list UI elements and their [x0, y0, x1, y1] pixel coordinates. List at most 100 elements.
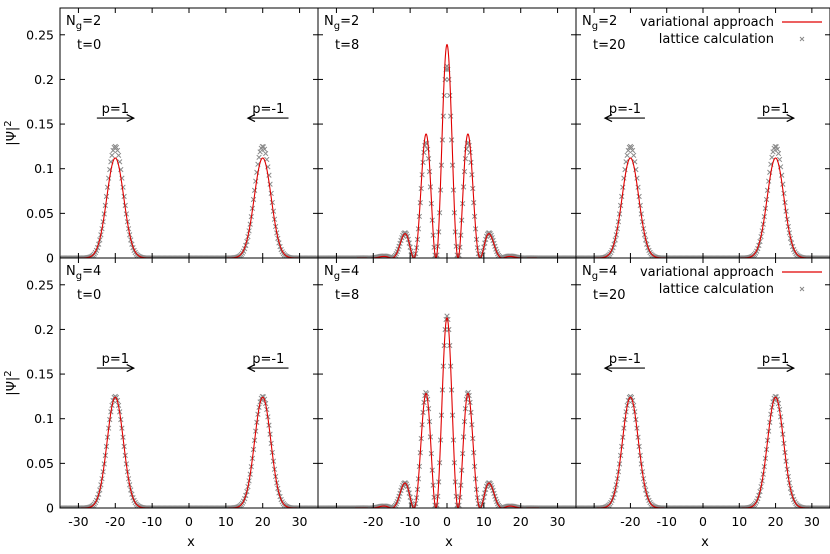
x-tick-label: 0 [185, 514, 193, 529]
lattice-point [826, 505, 830, 508]
y-tick-label: 0 [46, 501, 54, 516]
y-tick-label: 0.05 [26, 456, 54, 471]
lattice-point [448, 113, 454, 119]
lattice-point [465, 389, 471, 396]
panel-1-1-variational-line [318, 317, 576, 508]
lattice-point [624, 152, 630, 159]
panel-0-0-variational-line [60, 157, 318, 258]
x-tick-label: 20 [768, 514, 784, 529]
x-tick-label: -20 [105, 514, 125, 529]
panel-0-2-ng-label: Ng=2 [582, 14, 617, 32]
momentum-label: p=-1 [609, 352, 641, 367]
momentum-label: p=1 [102, 352, 129, 367]
lattice-point [313, 255, 318, 258]
x-tick-label: -30 [68, 514, 88, 529]
momentum-label: p=-1 [252, 352, 284, 367]
y-tick-label: 0.25 [26, 27, 54, 42]
lattice-point [462, 156, 469, 162]
y-tick-label: 0.05 [26, 206, 54, 221]
x-tick-label: 0 [443, 514, 451, 529]
lattice-point [764, 187, 771, 193]
lattice-point [113, 144, 120, 151]
legend-label-variational: variational approach [640, 265, 774, 280]
lattice-point [824, 255, 830, 258]
y-tick-label: 0.25 [26, 277, 54, 292]
lattice-point [263, 150, 269, 157]
momentum-arrow-head [246, 364, 256, 373]
momentum-arrow-head [126, 364, 136, 373]
lattice-point [425, 156, 432, 162]
legend-label-lattice: lattice calculation [659, 32, 774, 47]
momentum-label: p=1 [102, 102, 129, 117]
legend-swatch-lattice [799, 286, 805, 292]
momentum-arrow-head [786, 114, 796, 123]
panel-0-0-ng-label: Ng=2 [66, 14, 101, 32]
y-tick-label: 0.2 [34, 322, 54, 337]
lattice-point [256, 154, 262, 161]
panel-1-0-time-label: t=0 [77, 288, 101, 303]
lattice-point [251, 187, 258, 193]
lattice-point [433, 255, 439, 258]
x-tick-label: 30 [550, 514, 566, 529]
lattice-point [257, 149, 263, 155]
lattice-point [824, 505, 830, 508]
momentum-label: p=1 [762, 102, 789, 117]
momentum-label: p=-1 [252, 102, 284, 117]
y-tick-label: 0.15 [26, 367, 54, 382]
momentum-arrow-head [126, 114, 136, 123]
panel-1-2-ng-label: Ng=4 [582, 264, 617, 282]
x-axis-label: x [187, 535, 195, 550]
lattice-point [447, 92, 453, 99]
momentum-arrow-head [603, 364, 613, 373]
lattice-point [770, 149, 776, 155]
y-axis-label: |Ψ|2 [3, 120, 20, 145]
lattice-point [628, 144, 635, 151]
lattice-point [313, 505, 318, 508]
momentum-label: p=1 [762, 352, 789, 367]
panel-1-0-variational-line [60, 396, 318, 508]
lattice-point [433, 505, 439, 508]
x-tick-label: 20 [513, 514, 529, 529]
y-tick-label: 0.15 [26, 117, 54, 132]
lattice-point [825, 505, 830, 508]
lattice-point [312, 505, 318, 508]
panel-1-2-variational-line [576, 396, 830, 508]
panel-0-0-lattice-series [60, 143, 318, 258]
x-tick-label: -10 [142, 514, 162, 529]
lattice-point [635, 184, 641, 190]
lattice-point [573, 505, 576, 508]
momentum-label: p=-1 [609, 102, 641, 117]
lattice-point [120, 184, 126, 190]
lattice-point [631, 152, 637, 159]
lattice-point [572, 505, 576, 508]
panel-0-1-time-label: t=8 [335, 38, 359, 53]
lattice-point [115, 152, 122, 159]
lattice-point [774, 146, 781, 152]
panel-0-1-ng-label: Ng=2 [324, 14, 359, 32]
lattice-point [826, 255, 830, 258]
x-tick-label: 10 [218, 514, 234, 529]
panel-0-2-time-label: t=20 [593, 38, 626, 53]
lattice-point [109, 152, 115, 159]
lattice-point [440, 113, 446, 119]
lattice-point [825, 255, 830, 258]
panel-1-1-lattice-series [318, 313, 576, 508]
panel-1-1-ng-label: Ng=4 [324, 264, 359, 282]
lattice-point [114, 147, 121, 154]
y-axis-label: |Ψ|2 [3, 370, 20, 395]
x-axis-label: x [445, 535, 453, 550]
x-tick-label: 30 [292, 514, 308, 529]
y-tick-label: 0 [46, 251, 54, 266]
x-tick-label: 30 [804, 514, 820, 529]
panel-0-1-variational-line [318, 43, 576, 258]
lattice-point [314, 505, 318, 508]
momentum-arrow-head [603, 114, 613, 123]
lattice-point [312, 255, 318, 258]
lattice-point [629, 147, 636, 154]
y-tick-label: 0.1 [34, 161, 54, 176]
y-tick-label: 0.2 [34, 72, 54, 87]
panel-0-2-variational-line [576, 157, 830, 258]
panel-1-2-time-label: t=20 [593, 288, 626, 303]
legend-label-lattice: lattice calculation [659, 282, 774, 297]
